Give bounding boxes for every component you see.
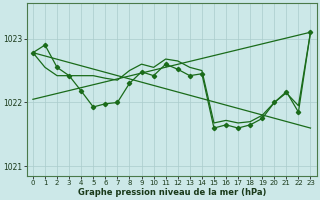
X-axis label: Graphe pression niveau de la mer (hPa): Graphe pression niveau de la mer (hPa) bbox=[77, 188, 266, 197]
